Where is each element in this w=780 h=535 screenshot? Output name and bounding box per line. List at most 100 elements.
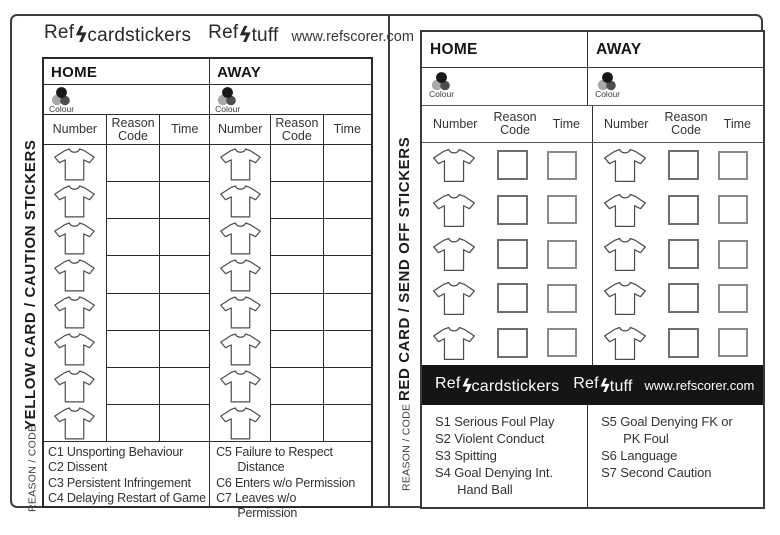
time-cell [323,219,371,257]
number-column-header: Number [604,117,649,131]
reason-item: S7 Second Caution [601,465,712,480]
yellow-sticker-body [44,145,371,442]
time-box [547,239,577,269]
shirt-icon [602,146,648,184]
reason-code-column-header: Reason Code [664,110,708,137]
reason-code-cell [106,145,160,183]
logo-tuff-text: tuff [251,25,279,46]
sticker-row [593,143,763,187]
time-box [718,283,748,313]
sticker-row [422,232,592,276]
shirt-icon [51,293,98,330]
colour-label: Colour [49,104,75,114]
time-box [547,195,577,225]
yellow-home-header-cell: HOME [44,59,211,84]
shirt-icon [602,191,648,229]
logo-product-text: cardstickers [471,377,560,395]
refs-cardstickers-logo: Refϟcardstickers [435,375,560,397]
red-home-header-cell: HOME [422,32,589,67]
red-panel-title: RED CARD / SEND OFF STICKERS [396,136,413,402]
number-column-header: Number [433,117,478,131]
yellow-reason-legend: C1 Unsporting Behaviour C2 Dissent C3 Pe… [44,442,371,520]
red-sticker-body [422,143,763,365]
time-box [718,239,748,269]
reason-code-cell [107,405,160,441]
reason-code-cell [106,256,160,294]
reason-code-cell [271,145,323,183]
lightning-bolt-icon: ϟ [459,375,474,397]
colour-label: Colour [595,89,621,99]
header-logo-row: Refϟcardstickers Refϟtuff www.refscorer.… [44,22,414,48]
shirt-icon [602,324,648,362]
brand-bar: Refϟcardstickers Refϟtuff www.refscorer.… [422,365,763,405]
number-column-header: Number [44,115,107,144]
reason-item: C2 Dissent [48,460,108,475]
yellow-away-colour-cell: Colour [210,85,371,114]
time-cell [324,405,371,441]
reason-code-cell [271,405,322,441]
yellow-reasons-left-cell: C1 Unsporting Behaviour C2 Dissent C3 Pe… [44,442,211,506]
shirt-icon [217,182,264,219]
shirt-icon [602,235,648,273]
colour-swatch: Colour [44,85,75,114]
colour-label: Colour [215,104,241,114]
time-box [547,283,577,313]
sticker-row [422,187,592,231]
time-cell [160,368,210,405]
reason-code-column-header: Reason Code [271,115,324,144]
shirt-icon [51,330,98,367]
reason-code-box [667,327,699,358]
reason-item: S2 Violent Conduct [435,431,545,446]
website-url: www.refscorer.com [291,29,414,45]
time-column-header: Time [723,117,751,131]
red-reason-code-side-label: REASON / CODE [400,403,413,491]
shirt-icon [51,367,98,404]
reason-list: S1 Serious Foul Play S2 Violent Conduct … [422,405,574,507]
home-reason-code-column [106,145,161,441]
shirt-icon [51,404,98,441]
reason-code-box [667,150,699,181]
reason-code-box [496,327,528,358]
reason-item: S4 Goal Denying Int. Hand Ball [435,465,553,497]
yellow-home-colour-cell: Colour [44,85,211,114]
reason-list: S5 Goal Denying FK or PK Foul S6 Languag… [588,405,746,507]
refstuff-logo: Refϟtuff [208,22,279,48]
away-number-column [210,145,272,441]
time-cell [160,331,210,368]
sticker-row [593,187,763,231]
reason-item: C3 Persistent Infringement [48,475,191,490]
red-away-heads: Number Reason Code Time [593,106,763,142]
shirt-icon [217,293,264,330]
time-column-header: Time [171,122,199,136]
time-cell [160,294,210,331]
reason-code-cell [106,294,160,331]
yellow-away-heads: Number Reason Code Time [210,115,371,144]
shirt-icon [51,182,98,219]
away-label: AWAY [596,41,642,58]
time-cell [160,219,210,257]
reason-item: C4 Delaying Restart of Game [48,490,206,505]
yellow-away-header-cell: AWAY [210,59,371,84]
shirt-icon [217,256,264,293]
sticker-row [593,321,763,365]
yellow-colour-row: Colour Colour [44,85,371,115]
red-home-colour-cell: Colour [422,68,589,105]
logo-ref-text: Ref [573,374,599,392]
red-home-rows [422,143,593,365]
time-column-header: Time [552,117,580,131]
reason-item: S6 Language [601,448,678,463]
reason-item: C5 Failure to Respect Distance [216,445,333,475]
colour-label: Colour [429,89,455,99]
sticker-row [593,232,763,276]
red-away-rows [593,143,763,365]
time-cell [323,145,371,183]
panel-divider [388,14,390,508]
colour-swatch: Colour [210,85,241,114]
red-away-colour-cell: Colour [588,68,763,105]
time-box [547,328,577,358]
home-number-column [44,145,107,441]
time-cell [323,331,371,368]
away-reason-code-column [271,145,324,441]
time-cell [160,145,210,183]
shirt-icon [217,330,264,367]
